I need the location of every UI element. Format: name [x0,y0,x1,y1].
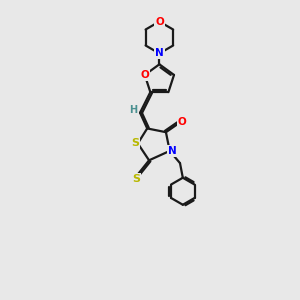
Text: N: N [155,48,164,59]
Text: H: H [129,105,137,115]
Text: O: O [155,16,164,27]
Text: O: O [140,70,149,80]
Text: O: O [178,117,186,127]
Text: N: N [168,146,177,156]
Text: S: S [132,174,140,184]
Text: S: S [131,138,139,148]
